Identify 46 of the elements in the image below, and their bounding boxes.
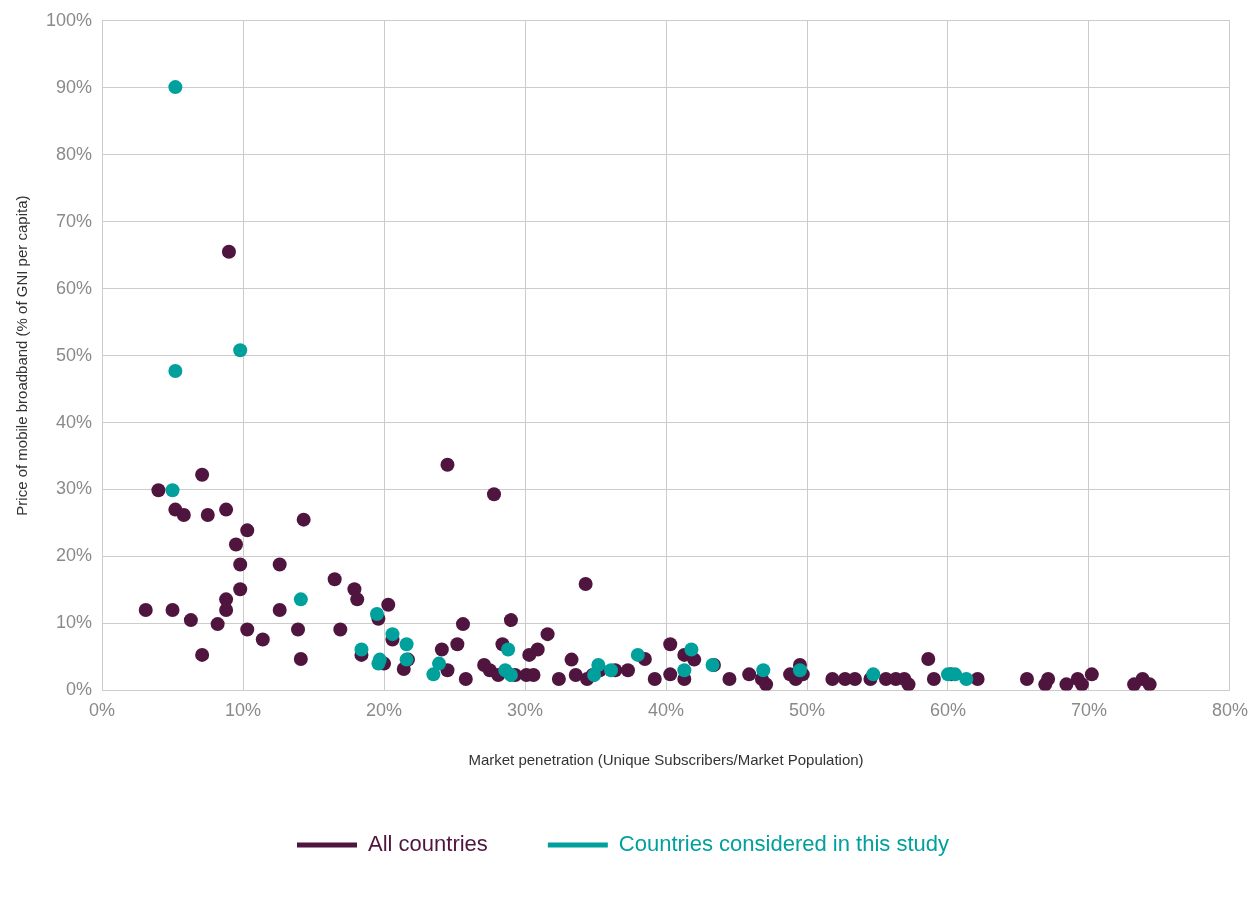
point [369,607,384,622]
x-axis-title: Market penetration (Unique Subscribers/Market Population) [468,751,864,769]
point [684,642,699,657]
legend-label: Countries considered in this study [618,831,949,857]
x-tick-label: 30% [507,700,544,721]
point [792,663,807,678]
y-tick-label: 10% [56,612,93,633]
y-tick-label: 40% [56,411,93,432]
point [168,364,183,378]
point [168,80,183,95]
y-axis-title: Price of mobile broadband (% of GNI per capita) [13,195,31,516]
y-tick-label: 30% [56,478,93,499]
x-tick-label: 60% [929,700,967,721]
point [426,667,441,682]
point [432,656,447,671]
legend-label: All countries [368,831,488,857]
point [501,642,516,657]
y-tick-label: 90% [56,76,93,97]
point [399,637,414,652]
point [233,343,248,358]
x-tick-label: 10% [225,700,262,721]
x-tick-label: 80% [1211,700,1248,721]
y-tick-label: 80% [56,143,93,164]
point [293,592,308,607]
x-tick-label: 70% [1070,700,1108,721]
point [604,663,619,678]
point [630,647,645,662]
y-tick-label: 70% [56,210,93,231]
point [756,663,771,678]
y-tick-label: 50% [56,344,93,365]
y-tick-label: 100% [45,9,93,30]
x-tick-label: 50% [788,700,826,721]
point [591,657,606,672]
point [959,672,974,687]
point [165,483,180,498]
point [866,667,881,682]
x-tick-label: 40% [648,700,685,721]
point [354,642,369,657]
y-tick-label: 20% [56,545,93,566]
y-tick-label: 0% [66,679,93,700]
point [677,663,692,678]
point [503,668,518,682]
y-tick-label: 60% [56,277,93,298]
x-tick-label: 20% [366,700,403,721]
point [385,627,400,642]
x-tick-label: 0% [89,700,116,721]
